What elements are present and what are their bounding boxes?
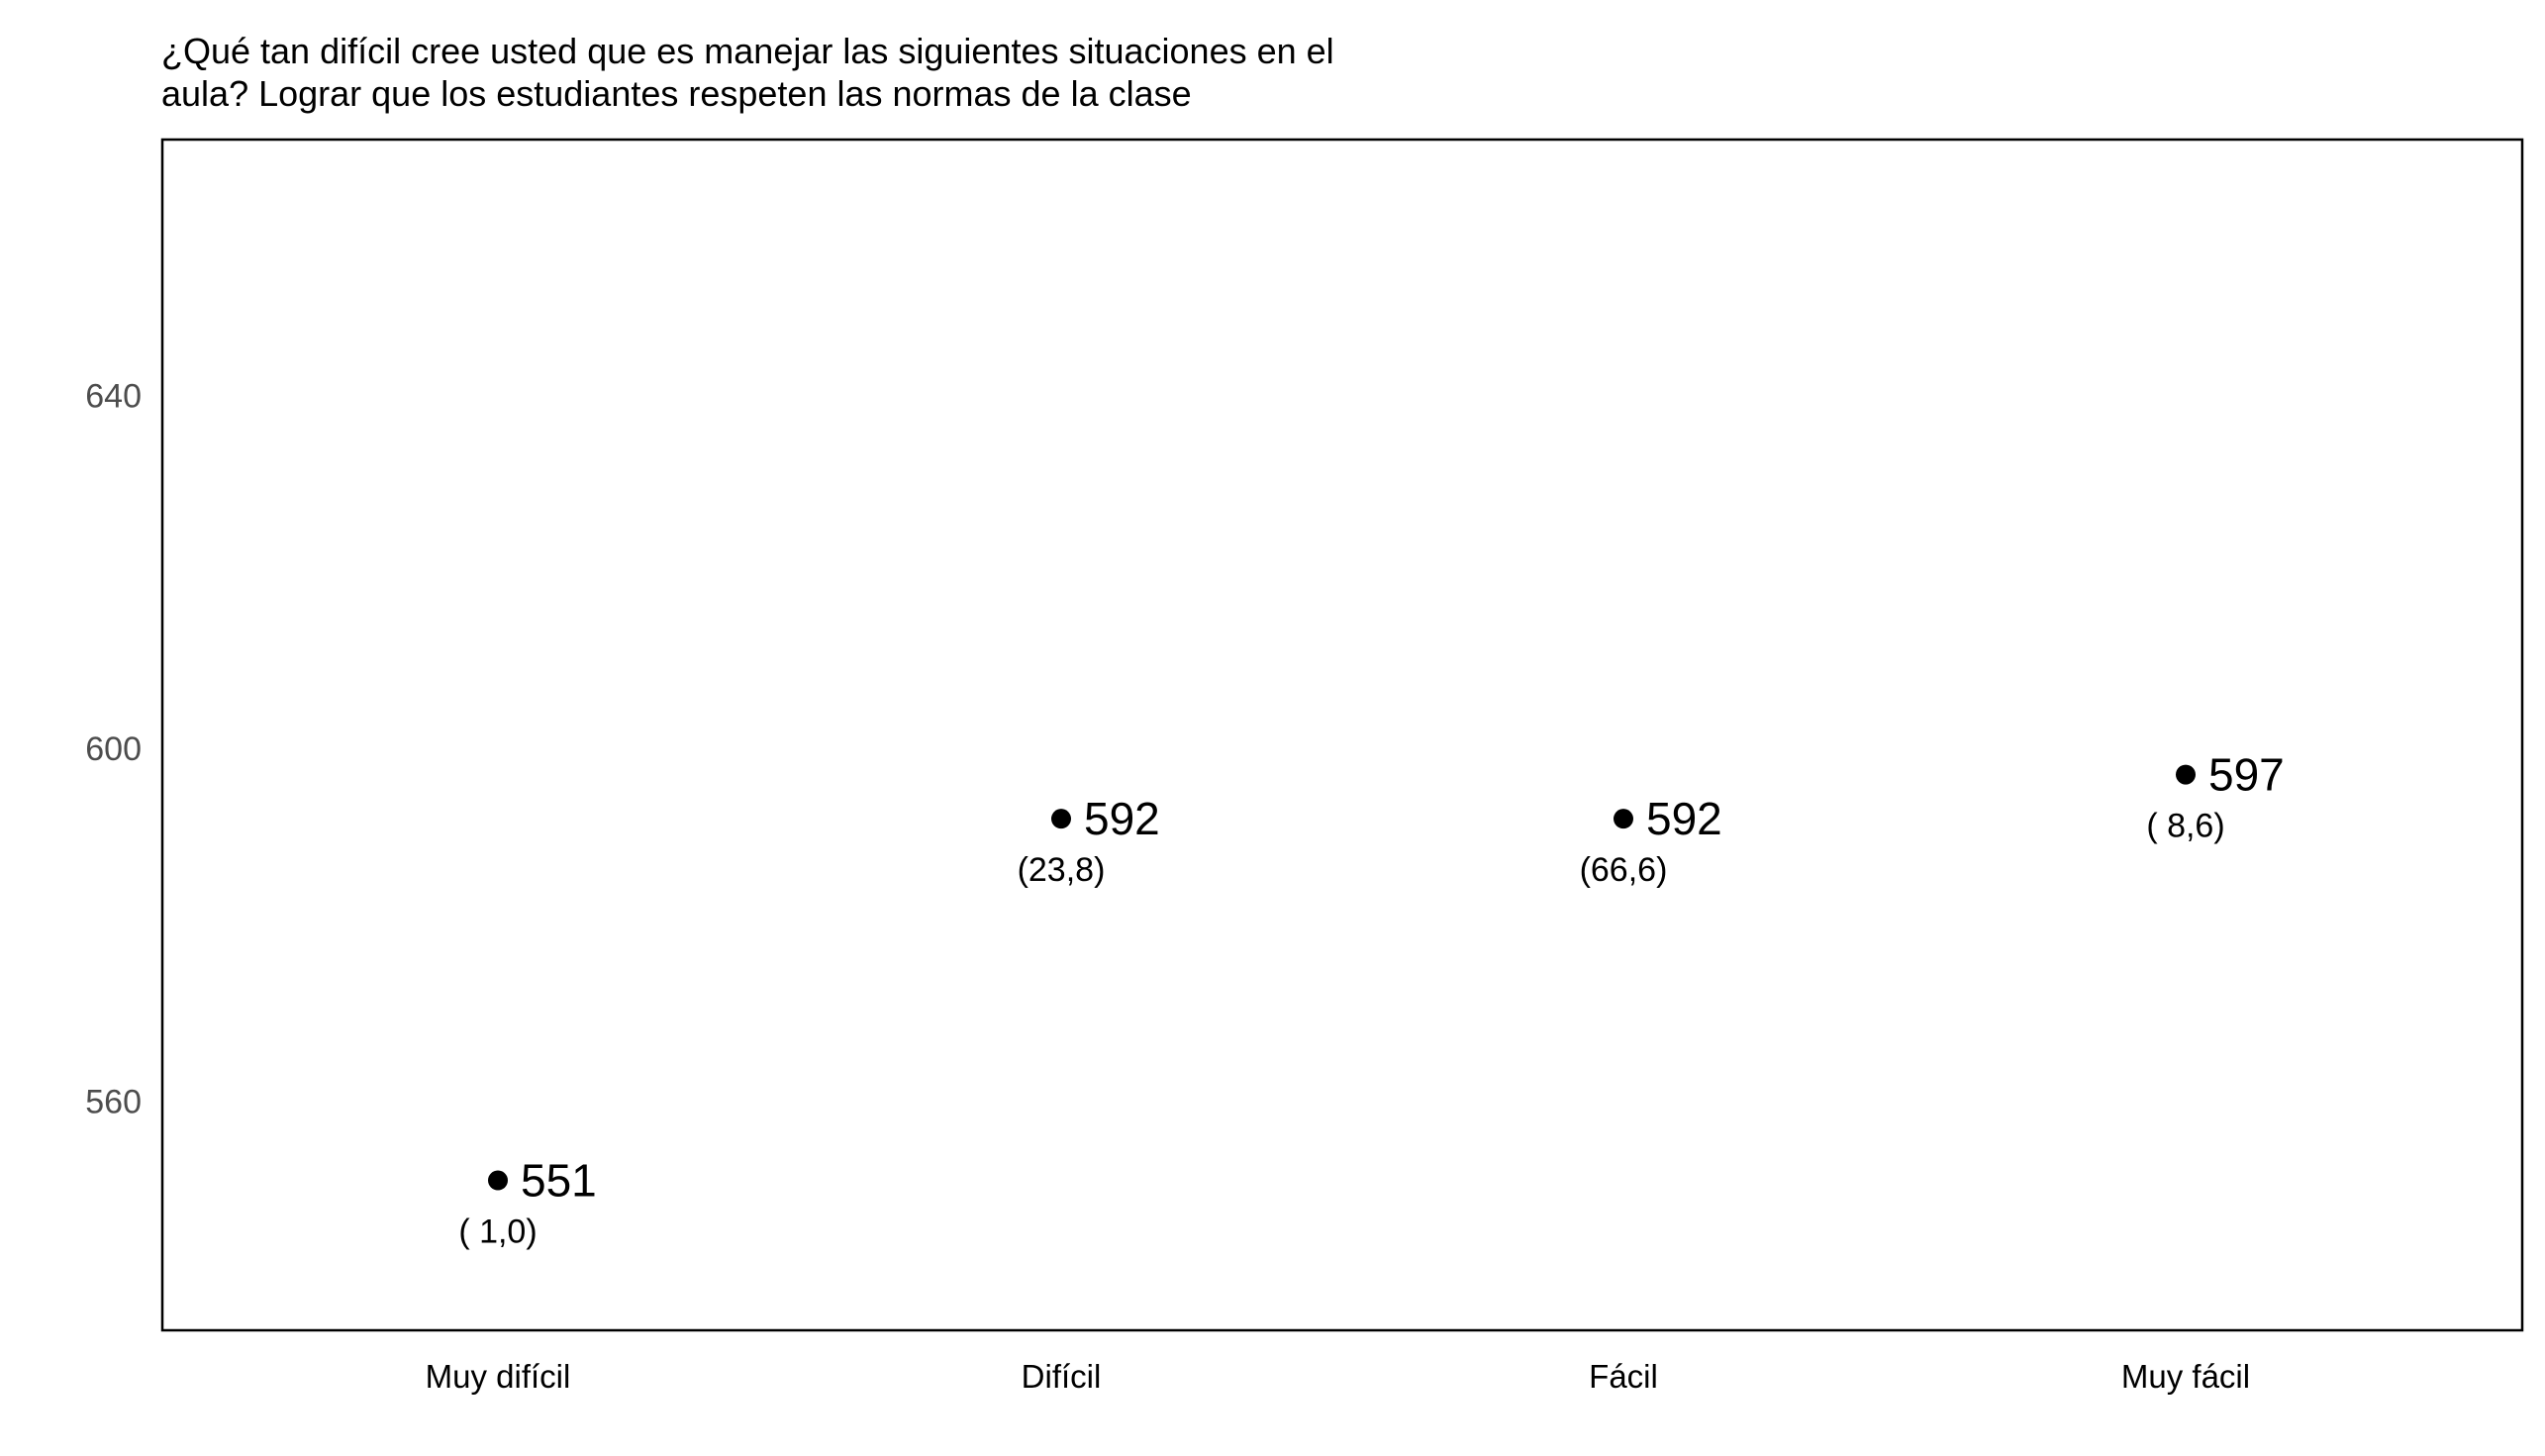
x-tick-label: Difícil	[1022, 1358, 1102, 1395]
chart-title-line-2: aula? Lograr que los estudiantes respete…	[161, 73, 1192, 114]
x-tick-label: Muy fácil	[2121, 1358, 2250, 1395]
y-tick-label: 560	[85, 1083, 142, 1120]
plot-panel-border	[160, 138, 2524, 1332]
x-tick-label: Muy difícil	[426, 1358, 571, 1395]
percent-label: ( 1,0)	[458, 1213, 537, 1251]
value-label: 597	[2208, 749, 2285, 801]
value-label: 592	[1084, 793, 1160, 844]
percent-label: (23,8)	[1018, 851, 1106, 889]
data-points: 551 ( 1,0) 592 (23,8) 592 (66,6) 597 ( 8,6)	[458, 749, 2284, 1251]
data-point	[1614, 809, 1633, 829]
chart-title-line-1: ¿Qué tan difícil cree usted que es manej…	[161, 31, 1334, 71]
data-point	[488, 1170, 508, 1191]
value-label: 592	[1646, 793, 1722, 844]
y-axis: 560 600 640	[85, 377, 142, 1120]
percent-label: (66,6)	[1580, 851, 1668, 889]
percent-label: ( 8,6)	[2146, 808, 2224, 845]
data-point	[2176, 764, 2196, 785]
value-label: 551	[521, 1155, 597, 1207]
data-point	[1051, 809, 1071, 829]
x-tick-label: Fácil	[1589, 1358, 1658, 1395]
x-axis: Muy difícil Difícil Fácil Muy fácil	[426, 1358, 2250, 1395]
y-tick-label: 640	[85, 377, 142, 415]
y-tick-label: 600	[85, 730, 142, 768]
